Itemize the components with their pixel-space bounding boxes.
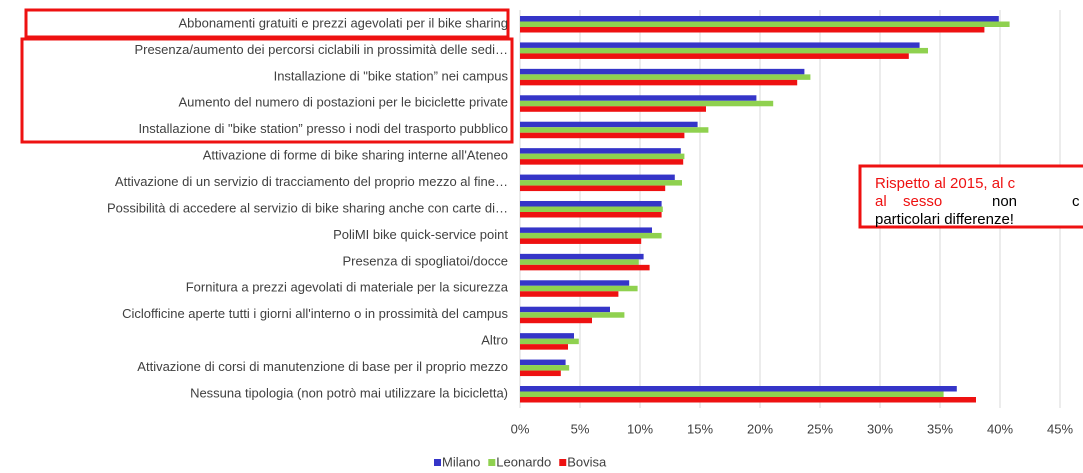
x-tick-label: 15%	[687, 421, 713, 436]
bar	[520, 74, 811, 80]
bar	[520, 312, 625, 318]
bar	[520, 291, 619, 297]
y-tick-label: Installazione di "bike station” nei camp…	[274, 68, 509, 83]
bar	[520, 21, 1010, 27]
annotation-text: sesso	[903, 193, 942, 210]
bar	[520, 153, 685, 160]
legend-swatch	[434, 459, 441, 466]
bar	[520, 106, 706, 112]
x-tick-label: 10%	[627, 421, 653, 436]
bar	[520, 159, 684, 165]
annotation-text: particolari differenze!	[875, 211, 1014, 228]
x-tick-label: 5%	[571, 421, 590, 436]
y-tick-label: Ciclofficine aperte tutti i giorni all'i…	[122, 306, 508, 321]
bar	[520, 206, 663, 212]
annotation-text: non	[992, 193, 1017, 210]
bar	[520, 264, 650, 271]
legend-label: Bovisa	[567, 454, 607, 469]
bar	[520, 180, 682, 186]
annotation-text: c	[1072, 193, 1080, 210]
bar	[520, 47, 928, 54]
y-tick-label: Installazione di "bike station” presso i…	[138, 121, 508, 136]
y-tick-label: Presenza/aumento dei percorsi ciclabili …	[134, 42, 508, 57]
bar	[520, 185, 666, 192]
y-tick-label: Abbonamenti gratuiti e prezzi agevolati …	[178, 15, 508, 30]
y-tick-label: Fornitura a prezzi agevolati di material…	[186, 280, 509, 295]
bar	[520, 253, 644, 260]
bar	[520, 232, 662, 239]
x-tick-label: 45%	[1047, 421, 1073, 436]
y-tick-label: PoliMI bike quick-service point	[333, 227, 508, 242]
bar	[520, 100, 774, 107]
y-tick-label: Nessuna tipologia (non potrò mai utilizz…	[190, 385, 508, 400]
bar	[520, 212, 662, 218]
legend-swatch	[488, 459, 496, 466]
bar	[520, 386, 957, 392]
highlight-box	[20, 37, 514, 144]
legend-label: Leonardo	[496, 454, 551, 469]
annotation-box	[858, 164, 1083, 229]
bar	[520, 127, 709, 133]
bar	[520, 201, 662, 207]
bar	[520, 344, 568, 350]
bar	[520, 280, 630, 286]
bar	[520, 174, 675, 181]
bar	[520, 68, 805, 75]
bar	[520, 121, 698, 128]
bar	[520, 95, 757, 101]
y-tick-label: Attivazione di forme di bike sharing int…	[203, 148, 508, 163]
bar	[520, 259, 639, 265]
x-tick-label: 35%	[927, 421, 953, 436]
bar	[520, 338, 579, 345]
bar	[520, 391, 944, 397]
y-tick-label: Attivazione di un servizio di tracciamen…	[115, 174, 508, 189]
bar	[520, 238, 642, 244]
y-tick-label: Presenza di spogliatoi/docce	[343, 253, 509, 268]
y-tick-label: Attivazione di corsi di manutenzione di …	[137, 359, 508, 374]
bar	[520, 16, 999, 22]
highlight-box	[24, 8, 510, 39]
x-tick-label: 40%	[987, 421, 1013, 436]
bar	[520, 79, 798, 86]
bar	[520, 359, 566, 366]
bar	[520, 227, 652, 233]
legend-swatch	[559, 459, 567, 466]
bar	[520, 365, 570, 371]
bar	[520, 53, 909, 59]
y-tick-label: Altro	[481, 333, 508, 348]
x-tick-label: 30%	[867, 421, 893, 436]
bar	[520, 333, 574, 339]
bars	[520, 16, 1010, 403]
bar	[520, 27, 985, 33]
bar	[520, 132, 685, 139]
y-tick-label: Possibilità di accedere al servizio di b…	[107, 200, 508, 215]
bar	[520, 397, 976, 403]
bar	[520, 148, 681, 154]
bar	[520, 370, 561, 377]
annotation-text: Rispetto al 2015, al c	[875, 175, 1016, 192]
y-tick-label: Aumento del numero di postazioni per le …	[178, 95, 508, 110]
x-tick-label: 25%	[807, 421, 833, 436]
bar	[520, 306, 610, 313]
x-tick-label: 0%	[511, 421, 530, 436]
bar	[520, 42, 920, 48]
bar	[520, 317, 592, 324]
x-tick-label: 20%	[747, 421, 773, 436]
legend-label: Milano	[442, 454, 480, 469]
annotation-text: al	[875, 193, 887, 210]
bar	[520, 285, 638, 292]
